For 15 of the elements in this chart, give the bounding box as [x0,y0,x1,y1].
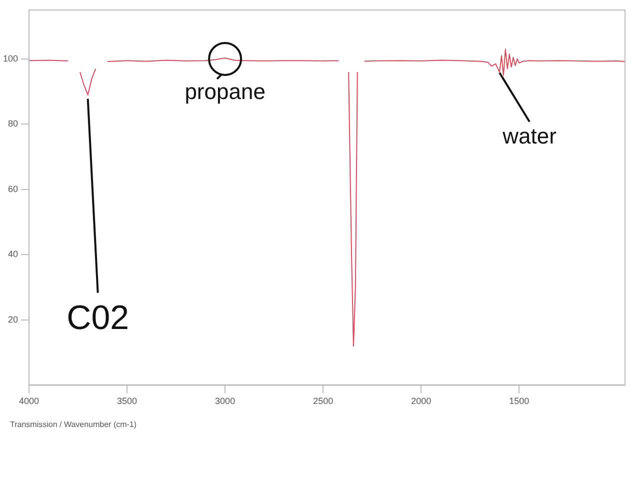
annotation: C02 [66,298,130,337]
x-tick-label: 3000 [215,396,236,406]
annotation: propane [184,78,266,104]
x-tick-label: 1500 [509,396,530,406]
x-axis-title: Transmission / Wavenumber (cm-1) [10,420,137,429]
y-tick-label: 40 [8,249,18,260]
x-tick-label: 2500 [313,396,334,406]
y-tick-label: 20 [8,314,18,324]
annotation: water [502,124,556,149]
y-tick-label: 80 [8,118,18,129]
y-tick-label: 100 [2,53,18,64]
y-tick-label: 60 [8,184,18,194]
x-tick-label: 3500 [117,396,138,406]
x-tick-label: 4000 [19,396,40,406]
x-tick-label: 2000 [411,396,432,406]
